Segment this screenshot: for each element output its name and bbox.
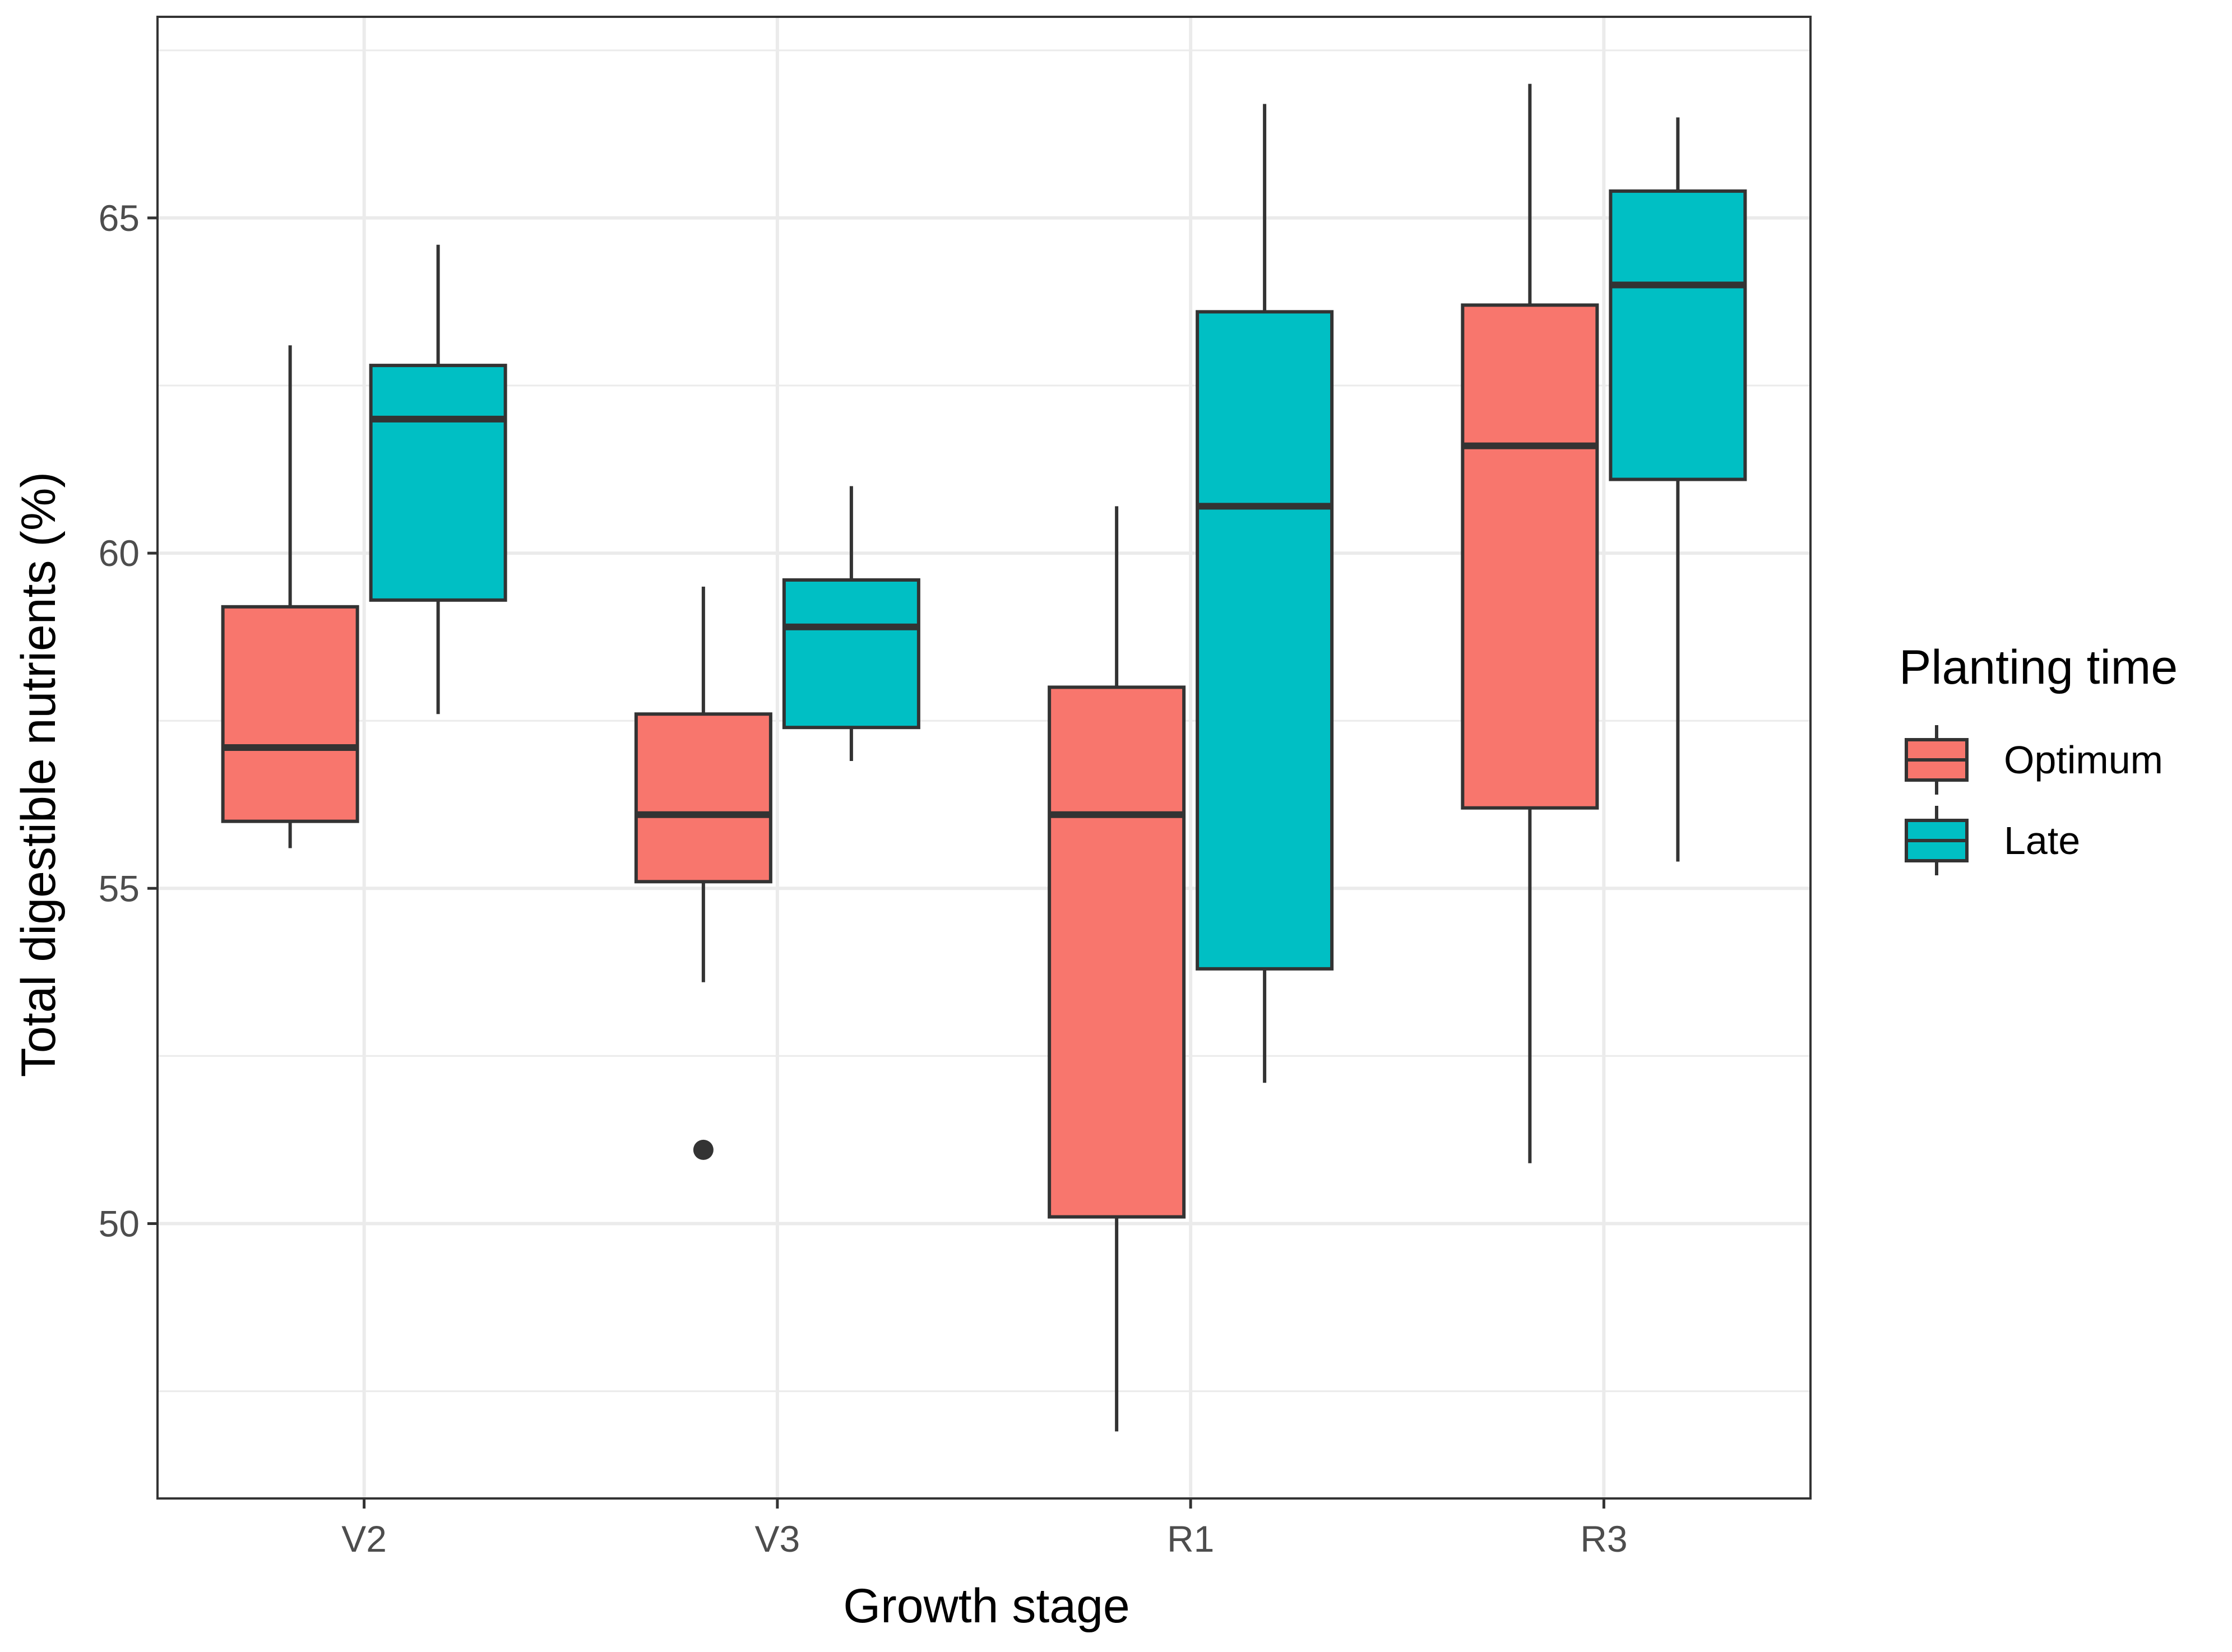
legend-label-optimum: Optimum: [2004, 738, 2163, 782]
box-late-v3: [782, 486, 920, 761]
y-tick-label-50: 50: [99, 1203, 140, 1244]
x-tick-label-v2: V2: [341, 1518, 387, 1560]
box-optimum-v3: [634, 586, 772, 1160]
box-body-optimum-v2: [221, 605, 359, 823]
legend-label-late: Late: [2004, 819, 2080, 862]
box-body-optimum-v3: [634, 712, 772, 884]
y-tick-label-55: 55: [99, 867, 140, 909]
x-axis-title: Growth stage: [843, 1579, 1129, 1633]
legend-key-late: [1905, 806, 1969, 875]
axes: 50 55 60 65 V2 V3 R1 R3: [99, 197, 1628, 1560]
panel-border: [156, 16, 1812, 1500]
outlier-point-optimum-v3-0: [693, 1139, 714, 1160]
box-body-optimum-r1: [1048, 685, 1186, 1219]
box-late-v2: [369, 244, 507, 714]
box-body-late-r1: [1196, 310, 1334, 971]
x-tick-label-r3: R3: [1580, 1518, 1627, 1560]
legend-key-optimum: [1905, 725, 1969, 795]
legend: Planting time Optimum Late: [1899, 641, 2178, 875]
box-body-late-r3: [1609, 189, 1747, 481]
box-optimum-r3: [1461, 83, 1599, 1163]
box-optimum-v2: [221, 345, 359, 848]
y-tick-label-60: 60: [99, 532, 140, 574]
box-body-late-v3: [782, 578, 920, 730]
box-late-r3: [1609, 117, 1747, 862]
x-tick-label-v3: V3: [755, 1518, 800, 1560]
boxes: [221, 83, 1747, 1432]
y-tick-label-65: 65: [99, 197, 140, 239]
x-tick-label-r1: R1: [1167, 1518, 1214, 1560]
legend-title: Planting time: [1899, 641, 2178, 694]
box-body-late-v2: [369, 364, 507, 602]
box-body-optimum-r3: [1461, 303, 1599, 810]
box-optimum-r1: [1048, 506, 1186, 1432]
y-axis-title: Total digestible nutrients (%): [12, 472, 66, 1077]
box-late-r1: [1196, 104, 1334, 1083]
legend-keys: [1905, 725, 1969, 875]
